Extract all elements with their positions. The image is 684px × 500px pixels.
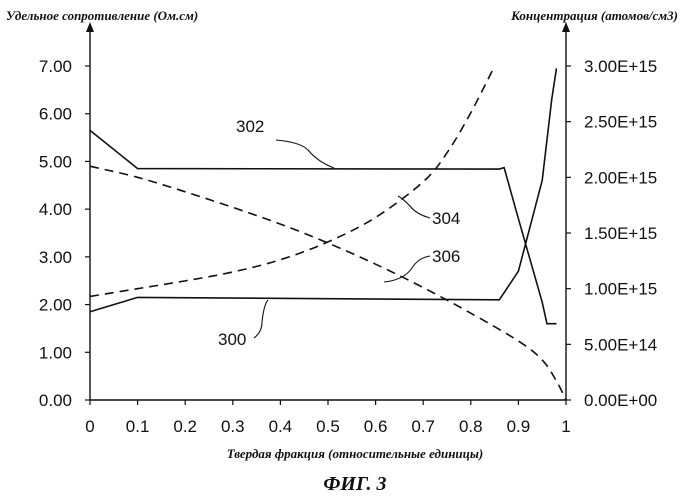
y-left-tick-label: 5.00 <box>39 152 72 171</box>
callouts: 300 302 304 306 <box>218 117 460 349</box>
y-left-tick-label: 2.00 <box>39 296 72 315</box>
x-tick-label: 0.7 <box>411 417 435 436</box>
y-axis-right-title: Концентрация (атомов/см3) <box>510 8 678 23</box>
series <box>90 66 566 400</box>
x-tick-label: 0.6 <box>364 417 388 436</box>
y-left-tick-label: 3.00 <box>39 248 72 267</box>
y-right-tick-label: 5.00E+14 <box>584 335 657 354</box>
y-axis-left-arrow-icon <box>86 22 94 32</box>
ticks: 0 0.1 0.2 0.3 0.4 0.5 0.6 0.7 0.8 0.9 1 0.00 1.00 2.0… <box>39 57 657 436</box>
x-tick-label: 0.5 <box>316 417 340 436</box>
callout-306-label: 306 <box>432 247 460 266</box>
y-right-tick-label: 0.00E+00 <box>584 391 657 410</box>
y-left-tick-label: 7.00 <box>39 57 72 76</box>
y-right-tick-label: 1.00E+15 <box>584 280 657 299</box>
y-axis-right-arrow-icon <box>562 22 570 32</box>
series-300-line <box>90 68 556 311</box>
y-right-tick-label: 2.50E+15 <box>584 113 657 132</box>
y-left-tick-label: 1.00 <box>39 343 72 362</box>
x-tick-label: 0.1 <box>126 417 150 436</box>
callout-300-label: 300 <box>218 330 246 349</box>
x-tick-label: 0.3 <box>221 417 245 436</box>
x-tick-label: 1 <box>561 417 570 436</box>
x-tick-label: 0.2 <box>173 417 197 436</box>
y-axis-left-title: Удельное сопротивление (Ом.см) <box>6 8 198 23</box>
series-302-line <box>90 130 556 323</box>
y-right-tick-label: 1.50E+15 <box>584 224 657 243</box>
y-right-tick-label: 2.00E+15 <box>584 168 657 187</box>
callout-300-leader <box>254 300 268 338</box>
y-left-tick-label: 4.00 <box>39 200 72 219</box>
figure-caption: ФИГ. 3 <box>323 473 386 495</box>
series-304-line <box>90 166 566 400</box>
callout-302-leader <box>276 140 334 168</box>
callout-302-label: 302 <box>236 117 264 136</box>
callout-304-label: 304 <box>432 209 460 228</box>
x-axis-title: Твердая фракция (относительные единицы) <box>227 446 483 461</box>
axes <box>86 22 570 400</box>
y-right-tick-label: 3.00E+15 <box>584 57 657 76</box>
y-left-tick-label: 6.00 <box>39 105 72 124</box>
callout-304-leader <box>398 196 430 218</box>
x-tick-label: 0.4 <box>269 417 293 436</box>
x-tick-label: 0 <box>85 417 94 436</box>
y-left-tick-label: 0.00 <box>39 391 72 410</box>
x-tick-label: 0.9 <box>507 417 531 436</box>
callout-306-leader <box>384 256 430 282</box>
x-tick-label: 0.8 <box>459 417 483 436</box>
